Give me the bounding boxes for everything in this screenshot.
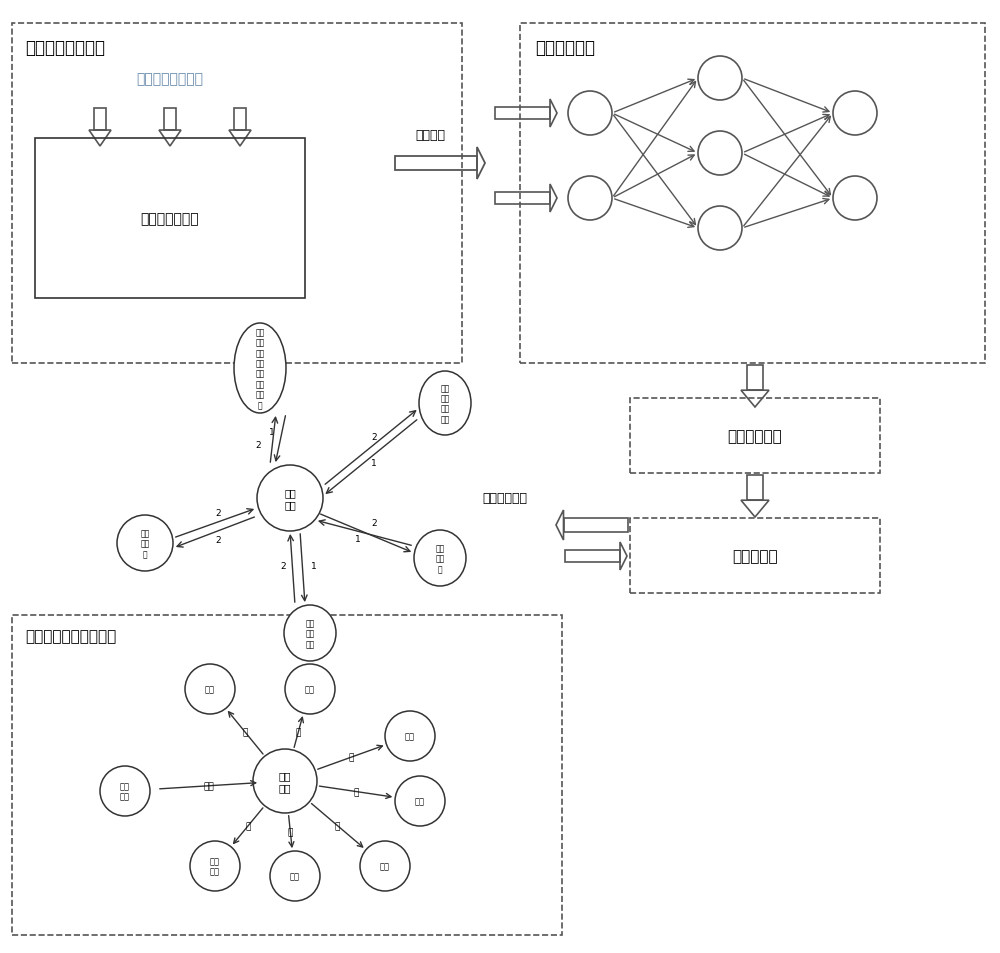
Ellipse shape	[395, 776, 445, 826]
Ellipse shape	[385, 711, 435, 761]
Text: 不当
热通
道: 不当 热通 道	[140, 529, 150, 558]
Ellipse shape	[100, 766, 150, 816]
Text: 滑动: 滑动	[415, 797, 425, 805]
Text: 腐蚀: 腐蚀	[380, 862, 390, 871]
Text: 图谱可视化: 图谱可视化	[732, 549, 778, 564]
Text: 2: 2	[371, 518, 377, 527]
Text: 是: 是	[296, 727, 301, 737]
Circle shape	[698, 132, 742, 175]
Circle shape	[568, 91, 612, 136]
Text: 数据预处理过程: 数据预处理过程	[141, 212, 199, 226]
Text: 深度学习模型: 深度学习模型	[535, 39, 595, 57]
Circle shape	[568, 177, 612, 221]
Text: 是: 是	[245, 821, 250, 831]
Text: 是: 是	[353, 787, 359, 796]
Circle shape	[698, 207, 742, 251]
Text: 胶合: 胶合	[205, 685, 215, 694]
Text: 故障
诊断: 故障 诊断	[120, 781, 130, 801]
Text: 轴承
过热: 轴承 过热	[284, 488, 296, 509]
Text: 温度
或过
载停
控制: 温度 或过 载停 控制	[440, 383, 450, 424]
Ellipse shape	[253, 749, 317, 813]
Circle shape	[698, 57, 742, 101]
Text: 烧毁: 烧毁	[290, 872, 300, 881]
Text: 轴承故障图谱构建模块: 轴承故障图谱构建模块	[25, 628, 116, 643]
Text: 数据获取及预处理: 数据获取及预处理	[25, 39, 105, 57]
Text: 2: 2	[255, 440, 261, 450]
Text: 故障
现象: 故障 现象	[279, 770, 291, 792]
Text: 2: 2	[371, 433, 377, 441]
Text: 适当
的热
通道: 适当 的热 通道	[305, 618, 315, 648]
Text: 原始振动信号数据: 原始振动信号数据	[136, 71, 204, 86]
Ellipse shape	[117, 516, 173, 572]
Circle shape	[833, 91, 877, 136]
Ellipse shape	[419, 372, 471, 436]
Text: 点蚀: 点蚀	[405, 732, 415, 740]
Text: 是: 是	[288, 827, 293, 837]
Text: 高电
热载
荷: 高电 热载 荷	[435, 543, 445, 574]
Text: 2: 2	[215, 536, 221, 544]
Text: 训练模型: 训练模型	[415, 130, 445, 142]
Ellipse shape	[257, 465, 323, 532]
Text: 1: 1	[268, 428, 274, 436]
Text: 1: 1	[371, 458, 377, 468]
Text: 1: 1	[355, 535, 360, 543]
Text: 是: 是	[335, 821, 340, 830]
Ellipse shape	[234, 324, 286, 414]
Text: 故障相关信息: 故障相关信息	[482, 492, 528, 505]
Ellipse shape	[360, 841, 410, 891]
Ellipse shape	[190, 841, 240, 891]
Text: 2: 2	[215, 509, 221, 517]
Text: 1: 1	[310, 561, 316, 571]
Ellipse shape	[185, 664, 235, 714]
Ellipse shape	[270, 851, 320, 901]
Ellipse shape	[284, 605, 336, 661]
Text: 属于: 属于	[203, 781, 214, 790]
Ellipse shape	[414, 531, 466, 586]
Ellipse shape	[285, 664, 335, 714]
Text: 载荷
或速
度过
量时
冷却
或润
滑不
当: 载荷 或速 度过 量时 冷却 或润 滑不 当	[255, 328, 265, 410]
Text: 是: 是	[243, 728, 248, 737]
Text: 诊断结果映射: 诊断结果映射	[728, 429, 782, 444]
Text: 2: 2	[280, 561, 286, 571]
Text: 塑性
变形: 塑性 变形	[210, 857, 220, 876]
Text: 变色: 变色	[305, 685, 315, 694]
Text: 是: 是	[348, 753, 353, 762]
Circle shape	[833, 177, 877, 221]
